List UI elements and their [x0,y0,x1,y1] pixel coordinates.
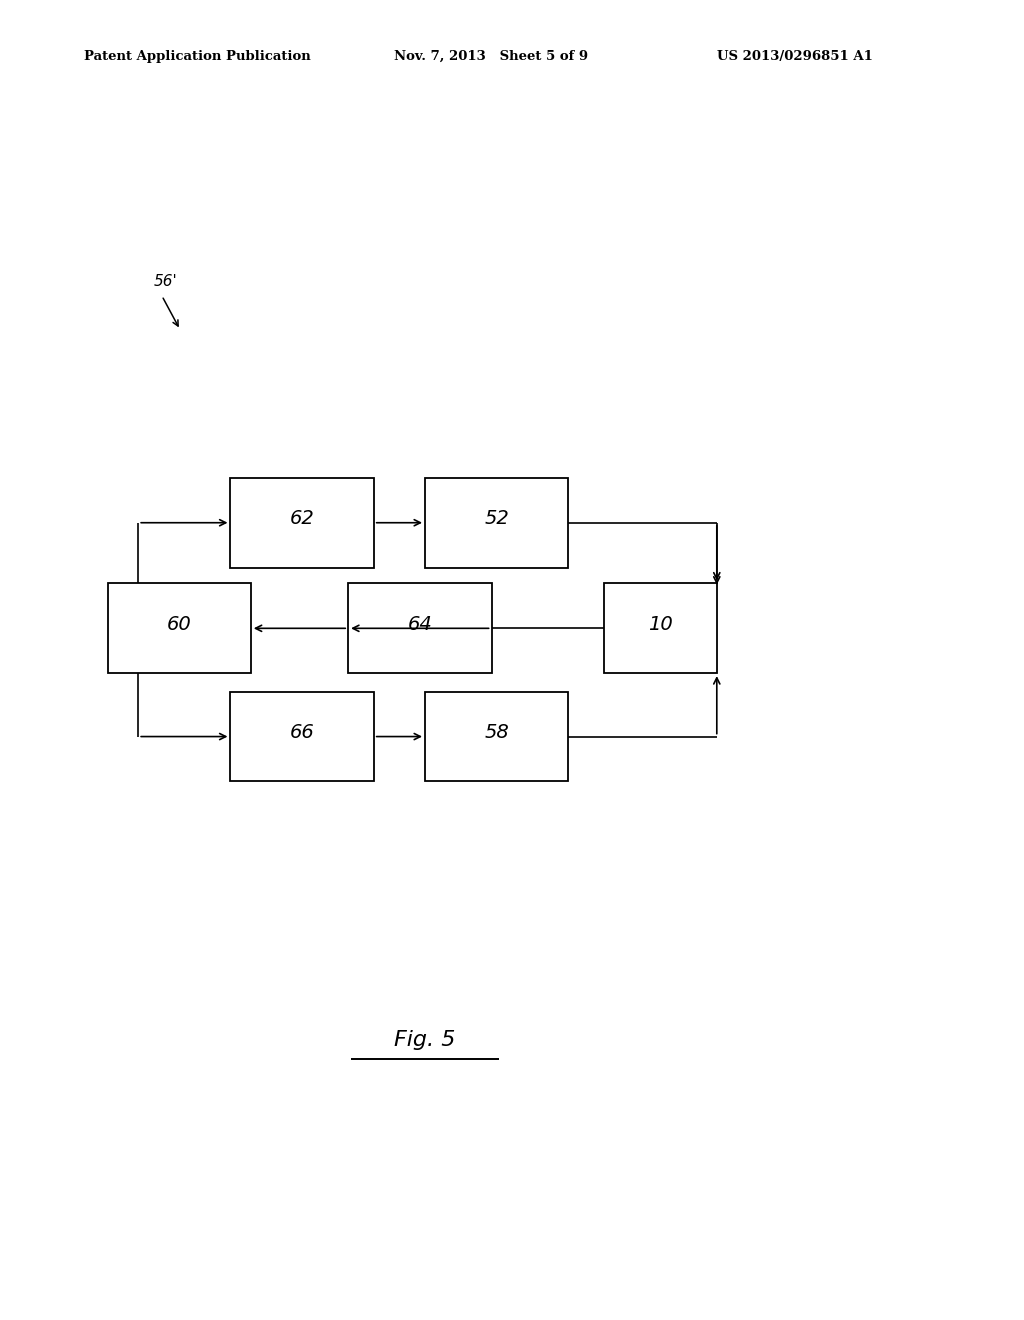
Bar [425,692,568,781]
Bar [348,583,492,673]
Text: US 2013/0296851 A1: US 2013/0296851 A1 [717,50,872,63]
Text: Nov. 7, 2013   Sheet 5 of 9: Nov. 7, 2013 Sheet 5 of 9 [394,50,589,63]
Text: 60: 60 [167,615,191,634]
Bar [230,692,374,781]
Text: 52: 52 [484,510,509,528]
Text: Fig. 5: Fig. 5 [394,1030,456,1049]
Bar [230,478,374,568]
Bar [425,478,568,568]
Text: 10: 10 [648,615,673,634]
Text: Patent Application Publication: Patent Application Publication [84,50,310,63]
Bar [108,583,251,673]
Bar [604,583,717,673]
Text: 56': 56' [154,275,177,289]
Text: 62: 62 [290,510,314,528]
Text: 64: 64 [408,615,432,634]
Text: 58: 58 [484,723,509,742]
Text: 66: 66 [290,723,314,742]
